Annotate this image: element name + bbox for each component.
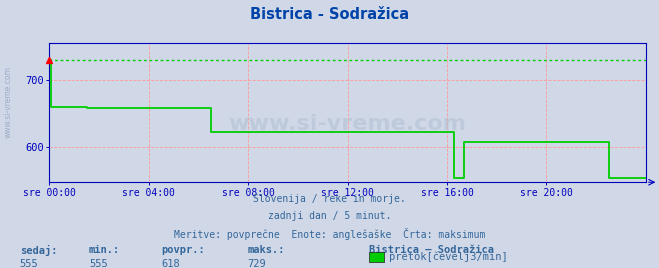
Text: www.si-vreme.com: www.si-vreme.com [3, 66, 13, 138]
Text: Bistrica – Sodražica: Bistrica – Sodražica [369, 245, 494, 255]
Text: zadnji dan / 5 minut.: zadnji dan / 5 minut. [268, 211, 391, 221]
Text: maks.:: maks.: [247, 245, 285, 255]
Text: pretok[čevelj3/min]: pretok[čevelj3/min] [389, 251, 507, 262]
Text: Slovenija / reke in morje.: Slovenija / reke in morje. [253, 194, 406, 204]
Text: povpr.:: povpr.: [161, 245, 205, 255]
Text: www.si-vreme.com: www.si-vreme.com [229, 114, 467, 134]
Text: min.:: min.: [89, 245, 120, 255]
Text: 618: 618 [161, 259, 180, 268]
Text: Meritve: povprečne  Enote: anglešaške  Črta: maksimum: Meritve: povprečne Enote: anglešaške Črt… [174, 228, 485, 240]
Text: sedaj:: sedaj: [20, 245, 57, 256]
Text: 555: 555 [20, 259, 38, 268]
Text: 729: 729 [247, 259, 266, 268]
Text: 555: 555 [89, 259, 107, 268]
Text: Bistrica - Sodražica: Bistrica - Sodražica [250, 7, 409, 22]
